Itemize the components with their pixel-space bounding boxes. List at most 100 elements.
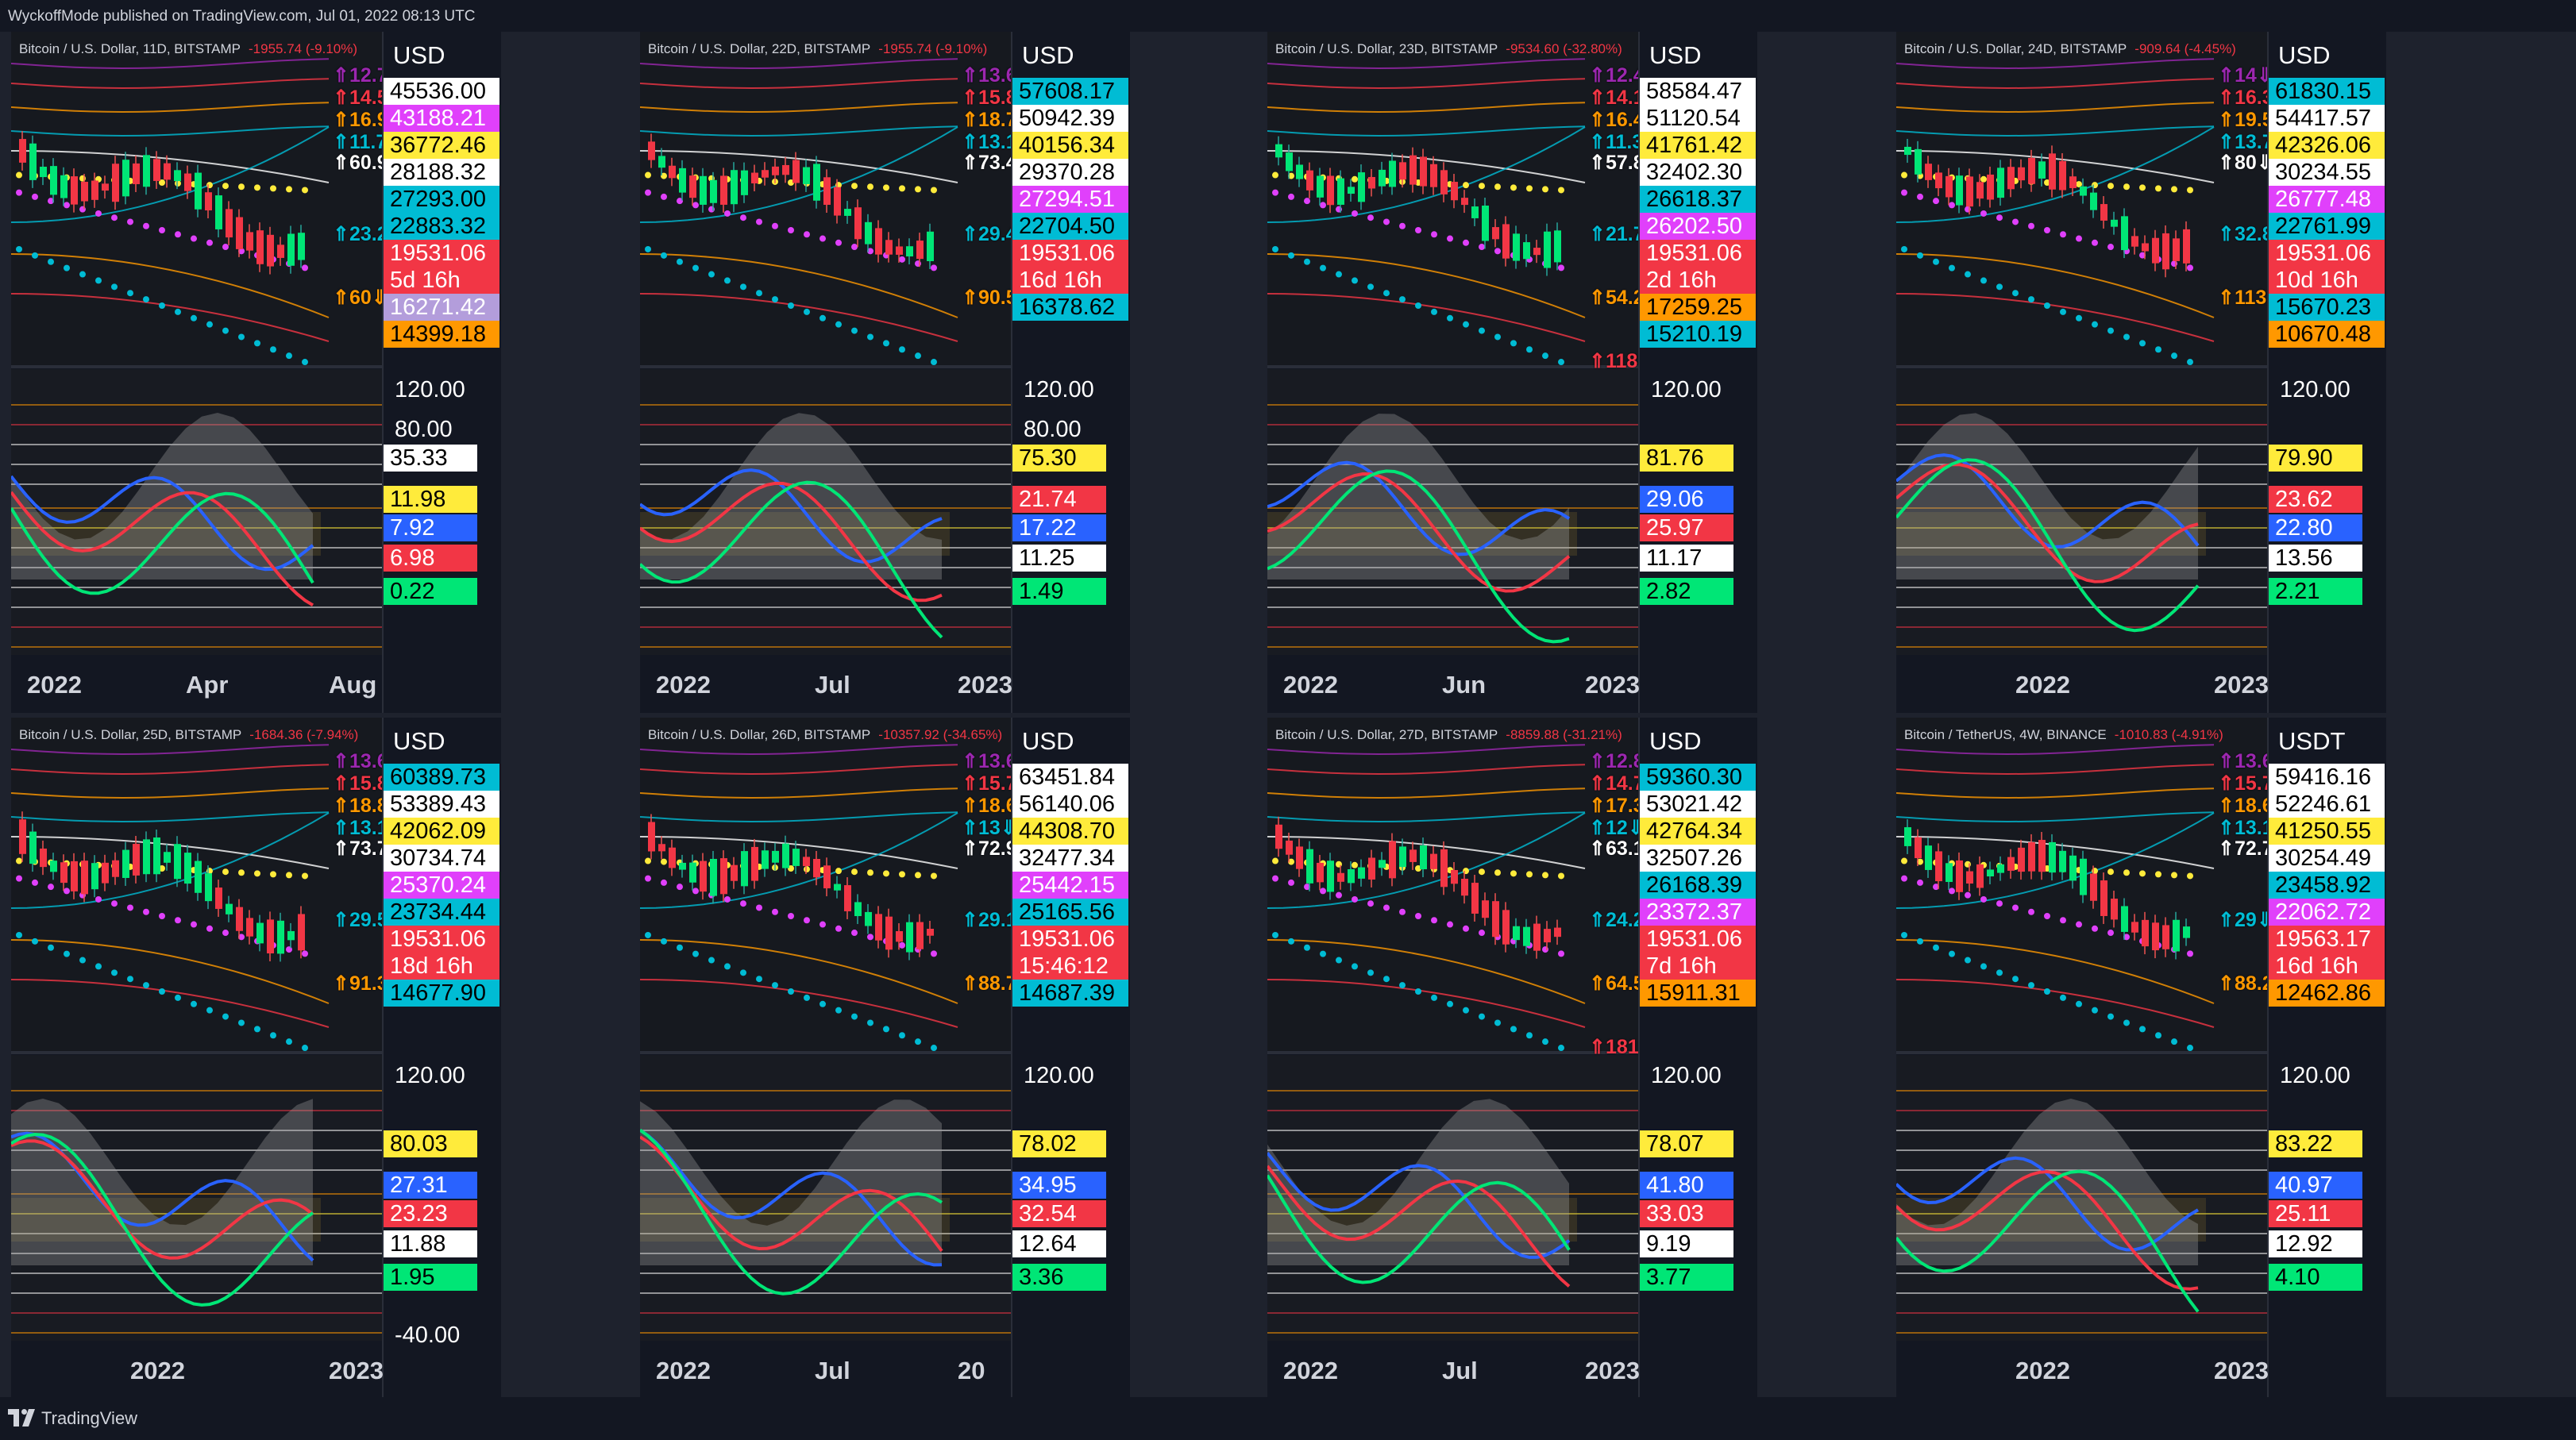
support-dot: [819, 314, 826, 321]
plot-area[interactable]: [1896, 32, 2386, 713]
chart-panel[interactable]: Bitcoin / U.S. Dollar, 23D, BITSTAMP -953…: [1267, 32, 1757, 713]
support-dot: [1367, 969, 1374, 976]
plot-area[interactable]: [1896, 718, 2386, 1399]
currency-label: USD: [393, 41, 445, 69]
candle: [648, 822, 655, 852]
tradingview-brand[interactable]: TradingView: [8, 1408, 137, 1429]
support-dot: [804, 917, 810, 924]
support-dot: [286, 872, 292, 879]
oscillator-tag: 6.98: [384, 545, 477, 572]
candle: [1337, 872, 1344, 882]
price-axis[interactable]: USDT 59416.16 52246.61 41250.55 30254.49 2345…: [2267, 718, 2386, 1399]
price-tag: 58584.47: [1640, 78, 1756, 105]
symbol-name: Bitcoin / U.S. Dollar, 26D, BITSTAMP: [648, 727, 871, 742]
candle: [916, 241, 924, 260]
symbol-title[interactable]: Bitcoin / TetherUS, 4W, BINANCE -1010.83 …: [1904, 727, 2223, 743]
price-axis[interactable]: USD 63451.84 56140.06 44308.70 32477.34 25442…: [1011, 718, 1130, 1399]
support-dot: [2060, 917, 2066, 924]
support-dot: [883, 184, 889, 191]
price-axis[interactable]: USD 58584.47 51120.54 41761.42 32402.30 26618…: [1638, 32, 1757, 713]
plot-area[interactable]: [640, 718, 1130, 1399]
candle: [71, 861, 78, 891]
support-dot: [835, 239, 842, 246]
envelope-line: [640, 939, 958, 1004]
price-axis[interactable]: USD 45536.00 43188.21 36772.46 28188.32 27293…: [382, 32, 501, 713]
oscillator-tag: 23.62: [2269, 486, 2362, 513]
oscillator-tag: 1.95: [384, 1264, 477, 1291]
support-dot: [2171, 1038, 2177, 1045]
candle: [1523, 926, 1530, 946]
support-dot: [1479, 868, 1485, 876]
candle: [122, 849, 129, 878]
candle: [2131, 922, 2138, 933]
candle: [2131, 236, 2138, 247]
chart-panel[interactable]: Bitcoin / U.S. Dollar, 26D, BITSTAMP -103…: [640, 718, 1130, 1399]
support-dot: [835, 925, 842, 932]
symbol-title[interactable]: Bitcoin / U.S. Dollar, 11D, BITSTAMP -195…: [19, 41, 357, 57]
chart-panel[interactable]: Bitcoin / TetherUS, 4W, BINANCE -1010.83 …: [1896, 718, 2386, 1399]
support-dot: [2092, 239, 2098, 246]
price-axis[interactable]: USD 59360.30 53021.42 42764.34 32507.26 26168…: [1638, 718, 1757, 1399]
support-dot: [772, 908, 778, 915]
price-tag: 42764.34: [1640, 818, 1756, 845]
price-axis[interactable]: USD 57608.17 50942.39 40156.34 29370.28 27294…: [1011, 32, 1130, 713]
range-up-value: 23.2: [349, 223, 388, 245]
candle: [896, 246, 903, 255]
support-dot: [867, 934, 873, 941]
candle: [2152, 237, 2159, 264]
symbol-title[interactable]: Bitcoin / U.S. Dollar, 26D, BITSTAMP -103…: [648, 727, 1002, 743]
candle: [2038, 161, 2046, 179]
symbol-title[interactable]: Bitcoin / U.S. Dollar, 23D, BITSTAMP -953…: [1275, 41, 1622, 57]
candle: [112, 860, 119, 877]
symbol-title[interactable]: Bitcoin / U.S. Dollar, 24D, BITSTAMP -909…: [1904, 41, 2236, 57]
time-axis-label: 2022: [27, 671, 82, 699]
price-tag: 12462.86: [2269, 980, 2385, 1007]
candle: [1482, 900, 1489, 918]
time-axis-label: 2022: [130, 1357, 185, 1384]
price-tag: 42326.06: [2269, 132, 2385, 159]
support-dot: [2139, 340, 2146, 347]
symbol-title[interactable]: Bitcoin / U.S. Dollar, 22D, BITSTAMP -195…: [648, 41, 987, 57]
candle: [91, 180, 98, 200]
chart-panel[interactable]: Bitcoin / U.S. Dollar, 24D, BITSTAMP -909…: [1896, 32, 2386, 713]
support-dot: [206, 321, 213, 328]
symbol-title[interactable]: Bitcoin / U.S. Dollar, 25D, BITSTAMP -168…: [19, 727, 358, 743]
candle: [1286, 152, 1293, 171]
chart-panel[interactable]: Bitcoin / U.S. Dollar, 25D, BITSTAMP -168…: [11, 718, 501, 1399]
candle: [700, 175, 707, 205]
envelope-line: [1267, 78, 1586, 90]
plot-area[interactable]: [11, 718, 501, 1399]
support-dot: [127, 904, 133, 911]
candle: [710, 179, 717, 203]
support-dot: [1479, 1013, 1485, 1020]
price-axis[interactable]: USD 61830.15 54417.57 42326.06 30234.55 26777…: [2267, 32, 2386, 713]
plot-area[interactable]: [1267, 32, 1757, 713]
price-tag: 30254.49: [2269, 845, 2385, 872]
chart-panel[interactable]: Bitcoin / U.S. Dollar, 22D, BITSTAMP -195…: [640, 32, 1130, 713]
envelope-line: [640, 102, 958, 114]
plot-area[interactable]: [640, 32, 1130, 713]
support-dot: [1431, 308, 1437, 315]
support-dot: [1431, 994, 1437, 1001]
support-dot: [1383, 290, 1390, 297]
candle: [1925, 164, 1932, 180]
price-change: -10357.92 (-34.65%): [878, 727, 1003, 742]
support-dot: [1352, 963, 1358, 970]
support-dot: [222, 868, 229, 876]
chart-panel[interactable]: Bitcoin / U.S. Dollar, 11D, BITSTAMP -195…: [11, 32, 501, 713]
price-axis[interactable]: USD 60389.73 53389.43 42062.09 30734.74 25370…: [382, 718, 501, 1399]
price-tag: 63451.84: [1012, 764, 1128, 791]
symbol-name: Bitcoin / U.S. Dollar, 11D, BITSTAMP: [19, 41, 241, 56]
plot-area[interactable]: [11, 32, 501, 713]
oscillator-axis-tick: 80.00: [1024, 417, 1082, 442]
support-dot: [1288, 879, 1294, 886]
support-dot: [819, 1000, 826, 1007]
candle: [1502, 910, 1510, 945]
support-dot: [16, 245, 22, 252]
candle: [246, 918, 253, 937]
support-dot: [1367, 283, 1374, 291]
chart-panel[interactable]: Bitcoin / U.S. Dollar, 27D, BITSTAMP -885…: [1267, 718, 1757, 1399]
candle: [298, 914, 305, 951]
plot-area[interactable]: [1267, 718, 1757, 1399]
symbol-title[interactable]: Bitcoin / U.S. Dollar, 27D, BITSTAMP -885…: [1275, 727, 1622, 743]
